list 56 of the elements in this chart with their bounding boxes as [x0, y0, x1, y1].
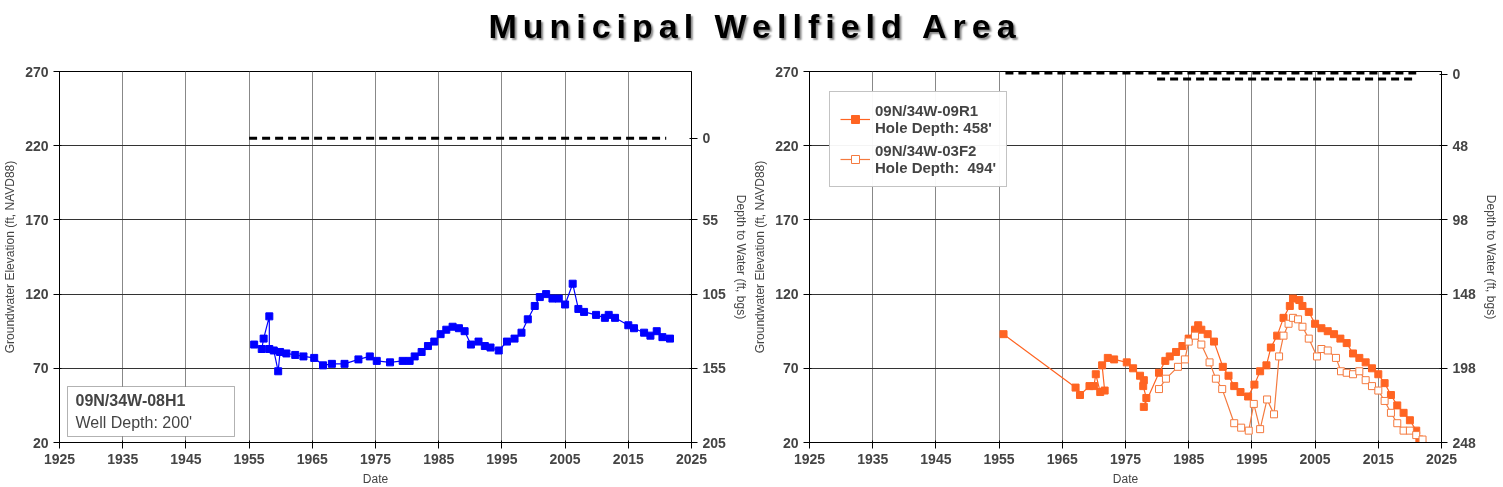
- y2-axis-title: Depth to Water (ft, bgs): [1483, 194, 1498, 320]
- y-tick-label: 270: [775, 63, 799, 80]
- y2-tick-label: 0: [1452, 66, 1461, 83]
- x-tick-label: 1975: [1109, 450, 1142, 467]
- y-tick-label: 70: [782, 360, 799, 377]
- y-axis-title: Groundwater Elevation (ft, NAVD88): [3, 160, 18, 354]
- x-tick-label: 1955: [233, 450, 265, 467]
- y-tick-label: 120: [25, 286, 49, 303]
- legend-label: 09N/34W-09R1 Hole Depth: 458': [875, 102, 992, 136]
- x-tick-label: 1995: [1236, 450, 1268, 467]
- y-tick-label: 270: [25, 63, 49, 80]
- x-axis-title: Date: [362, 471, 389, 486]
- y-tick-label: 120: [775, 286, 799, 303]
- y-axis-title: Groundwater Elevation (ft, NAVD88): [753, 160, 768, 354]
- x-tick-label: 1965: [1046, 450, 1079, 467]
- chart-title: Municipal Wellfield Area: [488, 6, 1022, 47]
- y-tick-label: 170: [775, 211, 799, 228]
- y2-tick-label: 55: [702, 211, 719, 228]
- y2-axis-title: Depth to Water (ft, bgs): [733, 194, 748, 320]
- x-tick-label: 1935: [857, 450, 889, 467]
- y2-tick-label: 248: [1452, 434, 1477, 451]
- y-tick-label: 220: [25, 137, 49, 154]
- x-tick-label: 1985: [1173, 450, 1205, 467]
- x-tick-label: 2025: [675, 450, 708, 467]
- x-tick-label: 1925: [793, 450, 826, 467]
- x-tick-label: 2015: [1362, 450, 1395, 467]
- x-tick-label: 2015: [612, 450, 645, 467]
- y-tick-label: 170: [25, 211, 49, 228]
- annotation: Well Depth: 200': [75, 413, 193, 431]
- x-axis-title: Date: [1112, 471, 1139, 486]
- x-tick-label: 2025: [1425, 450, 1458, 467]
- x-tick-label: 1965: [296, 450, 329, 467]
- x-tick-label: 1975: [359, 450, 392, 467]
- y2-tick-label: 48: [1452, 137, 1469, 154]
- x-tick-label: 2005: [549, 450, 581, 467]
- x-tick-label: 1945: [920, 450, 952, 467]
- y-tick-label: 220: [775, 137, 799, 154]
- y2-tick-label: 0: [702, 130, 711, 147]
- y2-tick-label: 98: [1452, 211, 1469, 228]
- annotation: 09N/34W-08H1: [75, 391, 186, 409]
- x-tick-label: 1935: [107, 450, 139, 467]
- y-tick-label: 20: [782, 434, 799, 451]
- y2-tick-label: 148: [1452, 286, 1477, 303]
- x-tick-label: 1925: [43, 450, 76, 467]
- x-tick-label: 1945: [170, 450, 202, 467]
- x-tick-label: 1985: [423, 450, 455, 467]
- x-tick-label: 1995: [486, 450, 518, 467]
- x-tick-label: 2005: [1299, 450, 1331, 467]
- y-tick-label: 70: [32, 360, 49, 377]
- y2-tick-label: 105: [702, 286, 727, 303]
- y2-tick-label: 155: [702, 360, 727, 377]
- x-tick-label: 1955: [983, 450, 1015, 467]
- y2-tick-label: 205: [702, 434, 727, 451]
- legend-label: 09N/34W-03F2 Hole Depth: 494': [875, 142, 997, 176]
- y2-tick-label: 198: [1452, 360, 1477, 377]
- y-tick-label: 20: [32, 434, 49, 451]
